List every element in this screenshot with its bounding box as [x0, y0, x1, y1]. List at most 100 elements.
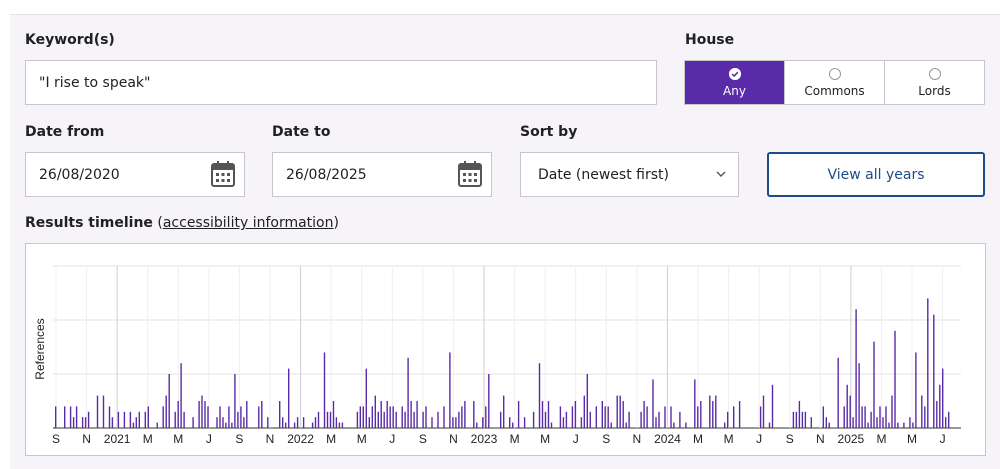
timeline-bar[interactable]	[822, 406, 824, 428]
timeline-bar[interactable]	[541, 401, 544, 428]
timeline-bar[interactable]	[473, 401, 475, 428]
timeline-bar[interactable]	[607, 406, 609, 428]
timeline-bar[interactable]	[371, 406, 373, 428]
timeline-bar[interactable]	[873, 341, 875, 428]
timeline-bar[interactable]	[311, 422, 314, 428]
timeline-bar[interactable]	[368, 417, 370, 428]
timeline-bar[interactable]	[583, 395, 585, 428]
timeline-bar[interactable]	[712, 401, 714, 428]
timeline-bar[interactable]	[314, 417, 317, 428]
sort-select[interactable]: Date (newest first)	[520, 152, 739, 197]
timeline-bar[interactable]	[759, 406, 762, 428]
timeline-bar[interactable]	[407, 357, 409, 428]
timeline-bar[interactable]	[771, 384, 774, 428]
house-option-any[interactable]: Any	[685, 61, 785, 104]
timeline-bar[interactable]	[282, 417, 284, 428]
timeline-bar[interactable]	[939, 384, 941, 428]
timeline-bar[interactable]	[538, 363, 541, 428]
timeline-bar[interactable]	[801, 411, 804, 428]
timeline-bar[interactable]	[174, 411, 176, 428]
timeline-bar[interactable]	[422, 411, 424, 428]
timeline-bar[interactable]	[386, 401, 388, 428]
timeline-bar[interactable]	[374, 395, 376, 428]
timeline-bar[interactable]	[425, 406, 427, 428]
timeline-bar[interactable]	[234, 374, 236, 428]
timeline-bar[interactable]	[733, 406, 735, 428]
keyword-input[interactable]: "I rise to speak"	[25, 60, 657, 105]
timeline-bar[interactable]	[96, 395, 99, 428]
timeline-bar[interactable]	[362, 406, 364, 428]
timeline-bar[interactable]	[924, 406, 926, 428]
timeline-bar[interactable]	[69, 406, 72, 428]
timeline-bar[interactable]	[476, 422, 478, 428]
timeline-bar[interactable]	[643, 401, 645, 428]
house-option-lords[interactable]: Lords	[885, 61, 984, 104]
timeline-bar[interactable]	[825, 417, 827, 428]
timeline-bar[interactable]	[658, 411, 660, 428]
timeline-bar[interactable]	[509, 417, 511, 428]
timeline-bar[interactable]	[804, 411, 807, 428]
timeline-bar[interactable]	[102, 395, 105, 428]
timeline-bar[interactable]	[413, 411, 415, 428]
timeline-bar[interactable]	[589, 411, 591, 428]
timeline-bar[interactable]	[192, 417, 194, 428]
calendar-icon[interactable]	[210, 160, 236, 188]
timeline-bar[interactable]	[709, 395, 711, 428]
timeline-bar[interactable]	[610, 422, 612, 428]
timeline-bar[interactable]	[562, 417, 565, 428]
timeline-bar[interactable]	[261, 401, 263, 428]
timeline-bar[interactable]	[222, 417, 224, 428]
timeline-bar[interactable]	[228, 406, 230, 428]
timeline-bar[interactable]	[616, 395, 618, 428]
timeline-bar[interactable]	[216, 417, 218, 428]
timeline-bar[interactable]	[329, 411, 332, 428]
timeline-bar[interactable]	[144, 411, 146, 428]
timeline-bar[interactable]	[464, 401, 466, 428]
timeline-bar[interactable]	[207, 406, 209, 428]
timeline-bar[interactable]	[204, 401, 206, 428]
timeline-bar[interactable]	[846, 384, 848, 428]
timeline-bar[interactable]	[921, 395, 923, 428]
timeline-bar[interactable]	[942, 368, 944, 428]
timeline-bar[interactable]	[547, 401, 550, 428]
timeline-bar[interactable]	[177, 401, 179, 428]
timeline-bar[interactable]	[512, 422, 514, 428]
timeline-bar[interactable]	[870, 411, 872, 428]
timeline-bar[interactable]	[861, 406, 863, 428]
timeline-bar[interactable]	[455, 417, 457, 428]
timeline-bar[interactable]	[404, 411, 406, 428]
timeline-bar[interactable]	[586, 374, 588, 428]
timeline-bar[interactable]	[485, 406, 487, 428]
accessibility-info-link[interactable]: accessibility information	[162, 215, 334, 231]
timeline-bar[interactable]	[317, 411, 320, 428]
timeline-bar[interactable]	[410, 401, 412, 428]
timeline-bar[interactable]	[792, 411, 795, 428]
timeline-bar[interactable]	[837, 357, 839, 428]
timeline-bar[interactable]	[879, 406, 881, 428]
timeline-bar[interactable]	[162, 406, 164, 428]
timeline-bar[interactable]	[727, 411, 729, 428]
view-all-years-button[interactable]: View all years	[767, 152, 985, 197]
timeline-bar[interactable]	[843, 406, 845, 428]
timeline-bar[interactable]	[302, 417, 305, 428]
timeline-bar[interactable]	[201, 395, 203, 428]
timeline-bar[interactable]	[724, 422, 726, 428]
timeline-bar[interactable]	[338, 422, 341, 428]
timeline-bar[interactable]	[267, 417, 269, 428]
timeline-bar[interactable]	[395, 411, 397, 428]
timeline-bar[interactable]	[138, 411, 140, 428]
timeline-bar[interactable]	[285, 422, 287, 428]
timeline-bar[interactable]	[443, 406, 445, 428]
timeline-bar[interactable]	[891, 395, 893, 428]
timeline-bar[interactable]	[389, 406, 391, 428]
timeline-bar[interactable]	[571, 406, 574, 428]
timeline-bar[interactable]	[55, 406, 57, 428]
timeline-bar[interactable]	[559, 406, 562, 428]
timeline-bar[interactable]	[828, 422, 830, 428]
date-from-input[interactable]: 26/08/2020	[25, 152, 245, 197]
timeline-bar[interactable]	[894, 330, 896, 428]
timeline-bar[interactable]	[237, 411, 239, 428]
timeline-bar[interactable]	[927, 298, 929, 428]
timeline-bar[interactable]	[323, 352, 326, 428]
timeline-bar[interactable]	[392, 406, 394, 428]
